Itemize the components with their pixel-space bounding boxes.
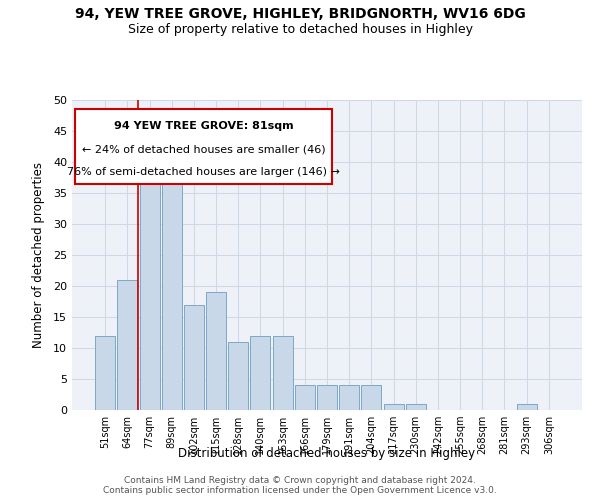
Bar: [317, 385, 337, 410]
Bar: [295, 385, 315, 410]
Bar: [361, 385, 382, 410]
Text: 94, YEW TREE GROVE, HIGHLEY, BRIDGNORTH, WV16 6DG: 94, YEW TREE GROVE, HIGHLEY, BRIDGNORTH,…: [74, 8, 526, 22]
Bar: [383, 404, 404, 410]
Bar: [206, 292, 226, 410]
Bar: [517, 404, 536, 410]
Bar: [228, 342, 248, 410]
Text: 94 YEW TREE GROVE: 81sqm: 94 YEW TREE GROVE: 81sqm: [113, 120, 293, 130]
Text: 76% of semi-detached houses are larger (146) →: 76% of semi-detached houses are larger (…: [67, 167, 340, 177]
Bar: [406, 404, 426, 410]
Bar: [140, 162, 160, 410]
Bar: [184, 304, 204, 410]
Bar: [162, 156, 182, 410]
FancyBboxPatch shape: [74, 110, 332, 184]
Bar: [339, 385, 359, 410]
Text: Size of property relative to detached houses in Highley: Size of property relative to detached ho…: [128, 24, 473, 36]
Bar: [118, 280, 137, 410]
Text: Contains HM Land Registry data © Crown copyright and database right 2024.
Contai: Contains HM Land Registry data © Crown c…: [103, 476, 497, 495]
Bar: [250, 336, 271, 410]
Bar: [272, 336, 293, 410]
Text: Distribution of detached houses by size in Highley: Distribution of detached houses by size …: [178, 448, 476, 460]
Text: ← 24% of detached houses are smaller (46): ← 24% of detached houses are smaller (46…: [82, 144, 325, 154]
Bar: [95, 336, 115, 410]
Y-axis label: Number of detached properties: Number of detached properties: [32, 162, 44, 348]
